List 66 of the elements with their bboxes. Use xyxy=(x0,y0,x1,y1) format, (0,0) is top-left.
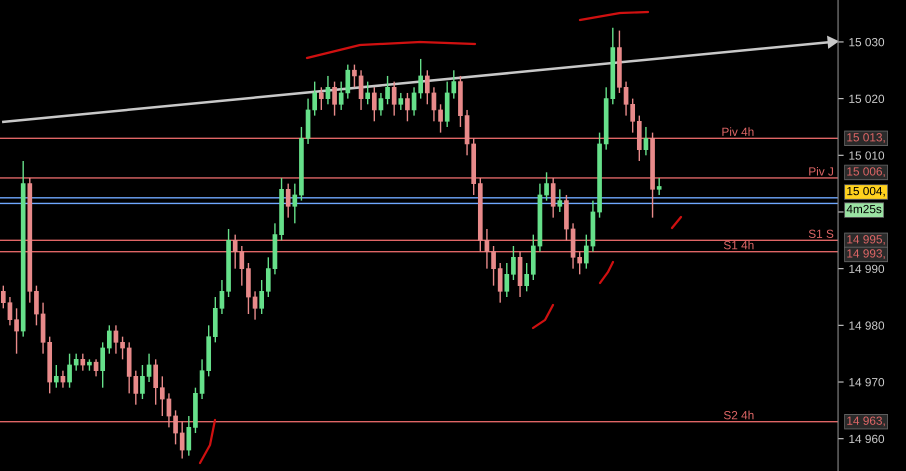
candlestick xyxy=(326,75,330,105)
candlestick xyxy=(54,364,59,388)
candlestick xyxy=(504,262,510,298)
ref-line-label: S1 S xyxy=(808,230,834,238)
candlestick xyxy=(656,177,662,196)
text: 14 963, xyxy=(847,416,885,426)
candlestick xyxy=(550,177,556,218)
candlestick xyxy=(392,80,397,116)
candlestick xyxy=(160,376,165,417)
candlestick xyxy=(398,92,404,111)
text: 15 006, xyxy=(847,167,885,177)
candlestick xyxy=(318,86,324,111)
text: 14 993, xyxy=(847,249,885,259)
candlestick xyxy=(557,188,562,213)
candlestick xyxy=(286,182,291,218)
y-tick-label: 15 020 xyxy=(849,94,884,104)
candlestick xyxy=(332,80,337,116)
candlestick xyxy=(94,358,98,378)
candlestick xyxy=(424,70,430,105)
y-tick-label: 14 990 xyxy=(849,264,884,274)
candlestick xyxy=(630,98,636,134)
text: 15 013, xyxy=(847,133,885,143)
y-tick-label: 14 970 xyxy=(849,378,884,386)
candlestick xyxy=(259,279,264,315)
ref-line-label: S2 4h xyxy=(724,410,754,420)
candlestick xyxy=(365,80,370,105)
candlestick xyxy=(239,245,244,286)
candlestick xyxy=(100,342,106,388)
candlestick xyxy=(180,420,185,460)
y-tick-label: 14 980 xyxy=(849,321,884,330)
candlestick xyxy=(584,234,589,270)
candlestick xyxy=(87,358,92,372)
candlestick xyxy=(186,415,192,456)
candlestick xyxy=(345,64,350,100)
y-tick-label: 15 030 xyxy=(849,38,884,46)
ref-line-label: S1 4h xyxy=(724,240,754,250)
y-tick-label: 14 960 xyxy=(849,434,884,444)
candlestick xyxy=(577,250,582,276)
candlestick xyxy=(60,370,66,388)
ref-line-label: Piv 4h xyxy=(722,127,754,136)
candlestick xyxy=(153,358,158,406)
candlestick xyxy=(405,92,410,122)
candlestick xyxy=(106,324,112,354)
candlestick xyxy=(67,352,72,388)
candlestick xyxy=(338,80,344,111)
candlestick xyxy=(418,58,424,100)
candlestick xyxy=(412,86,416,116)
candlestick xyxy=(451,70,456,100)
candlestick xyxy=(74,352,79,372)
candlestick xyxy=(292,182,298,224)
candlestick xyxy=(0,284,6,310)
y-tick-label: 15 010 xyxy=(849,151,884,160)
candlestick xyxy=(524,262,530,292)
text: 4m25s xyxy=(846,204,882,214)
text: 14 995, xyxy=(847,235,885,245)
candlestick xyxy=(511,245,516,281)
candlestick xyxy=(312,80,318,116)
candlestick xyxy=(266,256,271,298)
candlestick xyxy=(372,86,377,122)
candlestick xyxy=(133,370,138,406)
ref-line-label: Piv J xyxy=(809,166,833,176)
candlestick xyxy=(232,234,238,270)
candlestick xyxy=(80,352,86,372)
candlestick xyxy=(498,262,503,304)
text: 15 004, xyxy=(847,186,885,197)
candlestick xyxy=(644,126,648,156)
